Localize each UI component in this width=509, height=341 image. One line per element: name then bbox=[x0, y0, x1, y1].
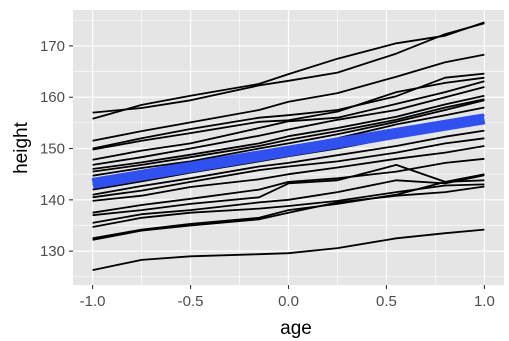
x-axis-title: age bbox=[280, 318, 312, 339]
x-axis: -1.0 -0.5 0.0 0.5 1.0 bbox=[80, 285, 495, 310]
y-tick-label: 170 bbox=[40, 38, 65, 55]
series-line-4 bbox=[92, 72, 485, 150]
x-tick-label: 0.5 bbox=[376, 293, 397, 310]
x-tick-label: 0.0 bbox=[278, 293, 299, 310]
y-axis-title: height bbox=[11, 121, 32, 173]
series-line-14 bbox=[92, 129, 485, 196]
series-line-21 bbox=[92, 179, 485, 240]
x-tick-label: -1.0 bbox=[80, 293, 106, 310]
series-line-7 bbox=[92, 86, 485, 166]
y-axis: 130 140 150 160 170 bbox=[40, 38, 73, 260]
series-line-6 bbox=[92, 80, 485, 161]
fit-line bbox=[91, 113, 486, 189]
y-tick-label: 140 bbox=[40, 192, 65, 209]
series-line-15 bbox=[92, 137, 485, 199]
series-line-23 bbox=[92, 228, 485, 271]
series-line-18 bbox=[92, 163, 485, 217]
series-line-2 bbox=[92, 22, 485, 114]
series-lines bbox=[92, 21, 485, 271]
series-line-9 bbox=[92, 98, 485, 173]
series-line-20 bbox=[92, 183, 485, 228]
series-line-22 bbox=[92, 185, 485, 241]
x-tick-label: 1.0 bbox=[474, 293, 495, 310]
y-tick-label: 150 bbox=[40, 141, 65, 158]
series-line-16 bbox=[92, 145, 485, 202]
series-line-19 bbox=[92, 174, 485, 224]
x-tick-label: -0.5 bbox=[178, 293, 204, 310]
y-tick-label: 160 bbox=[40, 89, 65, 106]
series-line-1 bbox=[92, 21, 485, 120]
series-line-3 bbox=[92, 53, 485, 142]
series-line-17 bbox=[92, 157, 485, 214]
fit-line-group bbox=[91, 113, 486, 189]
series-line-5 bbox=[92, 76, 485, 151]
series-line-10 bbox=[92, 99, 485, 177]
y-tick-label: 130 bbox=[40, 243, 65, 260]
series-line-8 bbox=[92, 94, 485, 170]
